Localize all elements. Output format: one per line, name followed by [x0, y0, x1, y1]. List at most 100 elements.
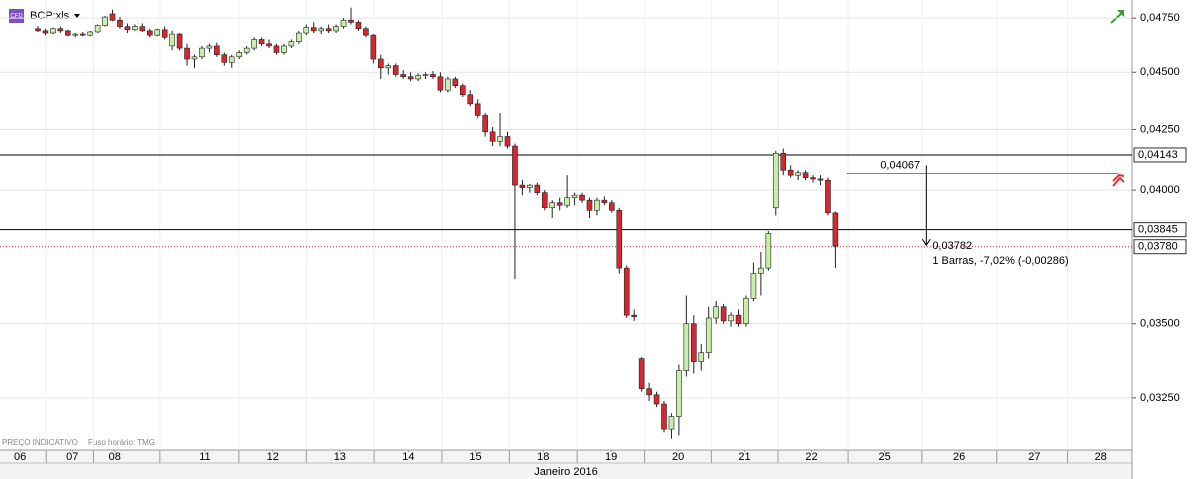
- symbol: BCP:xls: [30, 10, 70, 22]
- candle-body: [184, 47, 190, 60]
- price-note: PREÇO INDICATIVO: [2, 438, 78, 447]
- candle: [623, 265, 630, 319]
- level-label: 0,03845: [1138, 224, 1178, 236]
- symbol-selector[interactable]: CFD BCP:xls: [9, 9, 80, 23]
- candle-body: [273, 45, 280, 53]
- candle: [355, 20, 362, 31]
- level-label: 0,03780: [1138, 241, 1178, 253]
- candle-body: [616, 210, 623, 269]
- tool-icon[interactable]: [1112, 173, 1125, 187]
- candle-body: [415, 75, 421, 80]
- candle: [310, 22, 317, 34]
- candle-body: [191, 56, 198, 60]
- candle-body: [579, 194, 585, 201]
- x-tick-label: 27: [1028, 451, 1040, 463]
- candle: [549, 200, 556, 219]
- level-label-box: [1133, 239, 1187, 255]
- measure-end-label: 0,03782: [932, 240, 972, 252]
- candle: [638, 357, 645, 392]
- candle: [72, 33, 79, 38]
- candle: [609, 200, 615, 213]
- level-label-box: [1133, 147, 1187, 163]
- measure-start-label: 0,04067: [880, 159, 920, 171]
- candle: [437, 72, 444, 93]
- candle-body: [139, 26, 146, 32]
- candle: [87, 30, 93, 37]
- candle: [787, 165, 794, 178]
- candle-body: [571, 194, 578, 198]
- candle: [832, 211, 839, 269]
- candle-body: [758, 267, 764, 274]
- candle: [266, 39, 272, 49]
- candle-body: [661, 403, 667, 430]
- candle-body: [102, 16, 108, 26]
- candle-body: [601, 199, 608, 203]
- candle: [735, 309, 742, 327]
- candle: [370, 34, 377, 64]
- candle: [594, 197, 600, 216]
- candle: [780, 148, 787, 176]
- candle-body: [407, 76, 414, 80]
- candle: [459, 83, 466, 98]
- candle: [698, 343, 705, 371]
- candle: [139, 23, 146, 32]
- x-tick-label: 19: [605, 451, 617, 463]
- candle: [691, 315, 697, 374]
- candle-body: [348, 19, 354, 23]
- candle: [348, 7, 354, 25]
- candle-body: [392, 65, 399, 75]
- candle: [243, 45, 250, 55]
- candle-body: [132, 26, 138, 31]
- timezone: Fuso horário: TMG: [88, 438, 155, 447]
- candle: [810, 175, 816, 183]
- candle-body: [817, 178, 824, 181]
- candle-body: [482, 115, 488, 133]
- candle-body: [623, 267, 630, 316]
- badge: [9, 9, 24, 23]
- candle: [556, 197, 563, 211]
- candle-body: [459, 85, 466, 96]
- trend-icon[interactable]: [1110, 10, 1124, 24]
- candle: [161, 26, 168, 40]
- candle-body: [124, 26, 131, 31]
- candle-body: [586, 199, 593, 211]
- x-tick-label: 26: [953, 451, 965, 463]
- candle: [228, 54, 235, 68]
- candle: [631, 309, 637, 321]
- candle-body: [430, 74, 436, 78]
- candle-body: [564, 197, 570, 206]
- x-tick-label: 25: [878, 451, 890, 463]
- candle: [258, 37, 265, 46]
- candle-body: [549, 202, 556, 209]
- candle: [415, 73, 421, 82]
- candle: [534, 182, 541, 196]
- candle-body: [609, 202, 615, 211]
- candle: [489, 127, 496, 147]
- candle-body: [146, 30, 153, 36]
- candle-body: [333, 26, 339, 32]
- candle: [184, 43, 190, 66]
- level-label: 0,04143: [1138, 149, 1178, 161]
- candle-body: [512, 145, 518, 186]
- candle: [124, 23, 131, 34]
- candle: [720, 303, 727, 324]
- candle-body: [497, 136, 503, 142]
- y-tick-label: 0,04000: [1140, 184, 1180, 196]
- candle: [683, 295, 690, 377]
- candle-body: [94, 25, 101, 33]
- y-tick-label: 0,03500: [1140, 318, 1180, 330]
- x-tick-label: 15: [469, 451, 481, 463]
- candle: [579, 192, 585, 203]
- x-tick-label: 08: [109, 451, 121, 463]
- candle-body: [750, 273, 757, 299]
- candle: [795, 170, 801, 181]
- candle-body: [422, 74, 429, 76]
- candle: [318, 26, 324, 35]
- candle-body: [221, 54, 228, 63]
- candle-body: [810, 177, 816, 180]
- candle: [65, 29, 71, 37]
- candle-body: [57, 28, 64, 32]
- candle-body: [296, 32, 302, 42]
- candle-body: [176, 33, 183, 49]
